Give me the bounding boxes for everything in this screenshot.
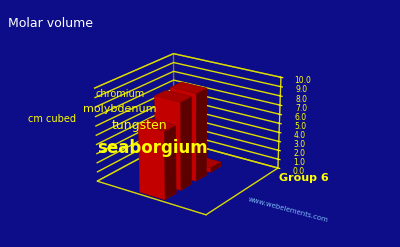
Text: molybdenum: molybdenum — [83, 104, 157, 114]
Text: Molar volume: Molar volume — [8, 17, 93, 30]
Text: tungsten: tungsten — [112, 120, 168, 132]
Text: Group 6: Group 6 — [279, 173, 329, 183]
Text: chromium: chromium — [95, 89, 145, 99]
Text: seaborgium: seaborgium — [97, 139, 207, 157]
Text: cm cubed: cm cubed — [28, 114, 76, 124]
Text: www.webelements.com: www.webelements.com — [247, 196, 329, 223]
